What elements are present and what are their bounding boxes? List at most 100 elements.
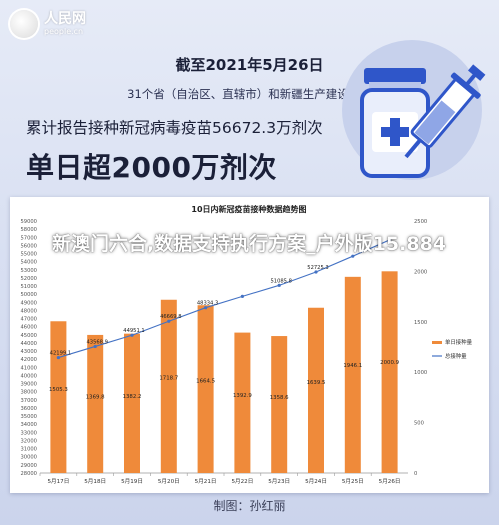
x-tick-label: 5月19日 xyxy=(121,478,143,485)
y-left-tick-label: 50000 xyxy=(20,292,37,298)
bar-data-label: 1382.2 xyxy=(123,394,142,400)
line-data-label: 51085.8 xyxy=(270,278,291,284)
y-left-tick-label: 39000 xyxy=(20,382,37,388)
y-left-tick-label: 48000 xyxy=(20,308,37,314)
line-data-label: 52725.3 xyxy=(307,265,328,271)
bar-daily-1 xyxy=(50,321,67,473)
line-point xyxy=(56,355,61,360)
brand-logo[interactable]: 人民网 people.cn xyxy=(10,10,86,38)
bar-data-label: 1505.3 xyxy=(49,387,68,393)
bar-daily-6 xyxy=(234,332,251,473)
bar-data-label: 2000.9 xyxy=(380,360,399,366)
y-left-tick-label: 38000 xyxy=(20,390,37,396)
x-tick-label: 5月23日 xyxy=(268,478,290,485)
region-scope: 31个省（自治区、直辖市）和新疆生产建设兵团 xyxy=(127,87,372,101)
bar-data-label: 1392.9 xyxy=(233,393,252,399)
y-left-tick-label: 45000 xyxy=(20,333,37,339)
bar-data-label: 1718.7 xyxy=(159,375,178,381)
legend-label-daily: 单日接种量 xyxy=(445,338,473,346)
y-right-tick-label: 500 xyxy=(414,421,424,427)
bar-data-label: 1358.6 xyxy=(270,395,289,401)
line-point xyxy=(314,270,318,274)
chart-credit: 制图：孙红丽 xyxy=(213,499,286,513)
y-left-tick-label: 40000 xyxy=(20,373,37,379)
total-line-series xyxy=(58,239,390,359)
y-left-tick-label: 31000 xyxy=(20,447,37,453)
y-left-tick-label: 57000 xyxy=(20,235,37,241)
line-point xyxy=(240,294,244,298)
y-right-tick-label: 1500 xyxy=(414,320,427,326)
y-left-tick-label: 59000 xyxy=(20,219,37,225)
x-tick-label: 5月21日 xyxy=(195,478,217,485)
line-data-label: 46669.8 xyxy=(160,314,181,320)
syringe-icon xyxy=(404,64,486,159)
vaccination-chart: 10日内新冠疫苗接种数据趋势图 28000 29000 30000 31000 3200… xyxy=(20,204,473,485)
line-data-label: 44951.1 xyxy=(123,328,144,334)
x-tick-label: 5月18日 xyxy=(84,478,106,485)
vaccine-illustration xyxy=(342,40,486,180)
legend-label-total: 总接种量 xyxy=(445,352,467,360)
bar-daily-3 xyxy=(124,333,140,473)
y-left-tick-label: 36000 xyxy=(20,406,37,412)
legend-swatch-daily xyxy=(432,341,442,344)
x-tick-label: 5月24日 xyxy=(305,478,327,485)
bar-daily-5 xyxy=(197,305,214,473)
y-right-tick-label: 2000 xyxy=(414,269,427,275)
brand-emblem-icon xyxy=(10,10,38,38)
y-left-tick-label: 35000 xyxy=(20,414,37,420)
line-point xyxy=(351,254,355,258)
y-left-tick-label: 53000 xyxy=(20,268,37,274)
bar-daily-10 xyxy=(381,271,398,473)
y-left-tick-label: 32000 xyxy=(20,438,37,444)
y-left-tick-label: 28000 xyxy=(20,471,37,477)
y-right-tick-label: 1000 xyxy=(414,370,427,376)
y-left-tick-label: 46000 xyxy=(20,325,37,331)
bar-data-label: 1639.5 xyxy=(307,380,326,386)
y-left-tick-label: 55000 xyxy=(20,252,37,258)
bar-daily-4 xyxy=(160,299,177,473)
y-left-tick-label: 29000 xyxy=(20,463,37,469)
line-point xyxy=(167,319,171,323)
headline-daily: 单日超2000万剂次 xyxy=(26,151,277,184)
bar-data-label: 1946.1 xyxy=(343,363,362,369)
chart-title: 10日内新冠疫苗接种数据趋势图 xyxy=(191,204,306,214)
line-point xyxy=(388,238,392,242)
line-point xyxy=(277,283,281,287)
y-left-tick-label: 30000 xyxy=(20,455,37,461)
y-left-tick-label: 43000 xyxy=(20,349,37,355)
y-right-tick-label: 0 xyxy=(414,471,417,477)
overlay-title: 新澳门六合,数据支持执行方案_户外版15.884 xyxy=(51,233,447,255)
bar-daily-9 xyxy=(344,276,361,473)
line-point xyxy=(130,333,134,337)
x-tick-label: 5月17日 xyxy=(47,478,69,485)
y-left-tick-label: 54000 xyxy=(20,260,37,266)
cumulative-total: 累计报告接种新冠病毒疫苗56672.3万剂次 xyxy=(26,119,323,137)
brand-domain: people.cn xyxy=(44,26,84,36)
x-tick-label: 5月22日 xyxy=(231,478,253,485)
y-left-tick-label: 44000 xyxy=(20,341,37,347)
y-left-tick-label: 37000 xyxy=(20,398,37,404)
x-tick-label: 5月26日 xyxy=(379,478,401,485)
line-data-label: 43568.9 xyxy=(86,339,107,345)
y-left-tick-label: 52000 xyxy=(20,276,37,282)
y-left-tick-label: 58000 xyxy=(20,227,37,233)
brand-name: 人民网 xyxy=(44,10,86,27)
y-left-tick-label: 56000 xyxy=(20,243,37,249)
y-right-tick-label: 2500 xyxy=(414,219,427,225)
x-tick-label: 5月20日 xyxy=(158,478,180,485)
y-left-tick-label: 33000 xyxy=(20,430,37,436)
bar-data-label: 1664.5 xyxy=(196,378,215,384)
line-data-label: 42199.1 xyxy=(50,351,71,357)
y-left-tick-label: 51000 xyxy=(20,284,37,290)
y-left-tick-label: 42000 xyxy=(20,357,37,363)
y-left-tick-label: 34000 xyxy=(20,422,37,428)
y-left-tick-label: 47000 xyxy=(20,317,37,323)
chart-card: 10日内新冠疫苗接种数据趋势图 28000 29000 30000 31000 3200… xyxy=(10,197,489,493)
bar-daily-7 xyxy=(271,336,288,473)
line-data-label: 48334.3 xyxy=(197,301,218,307)
line-point xyxy=(204,306,208,310)
x-tick-label: 5月25日 xyxy=(342,478,364,485)
bar-daily-8 xyxy=(308,307,324,473)
line-point xyxy=(93,344,97,349)
cutoff-date: 截至2021年5月26日 xyxy=(175,56,324,74)
